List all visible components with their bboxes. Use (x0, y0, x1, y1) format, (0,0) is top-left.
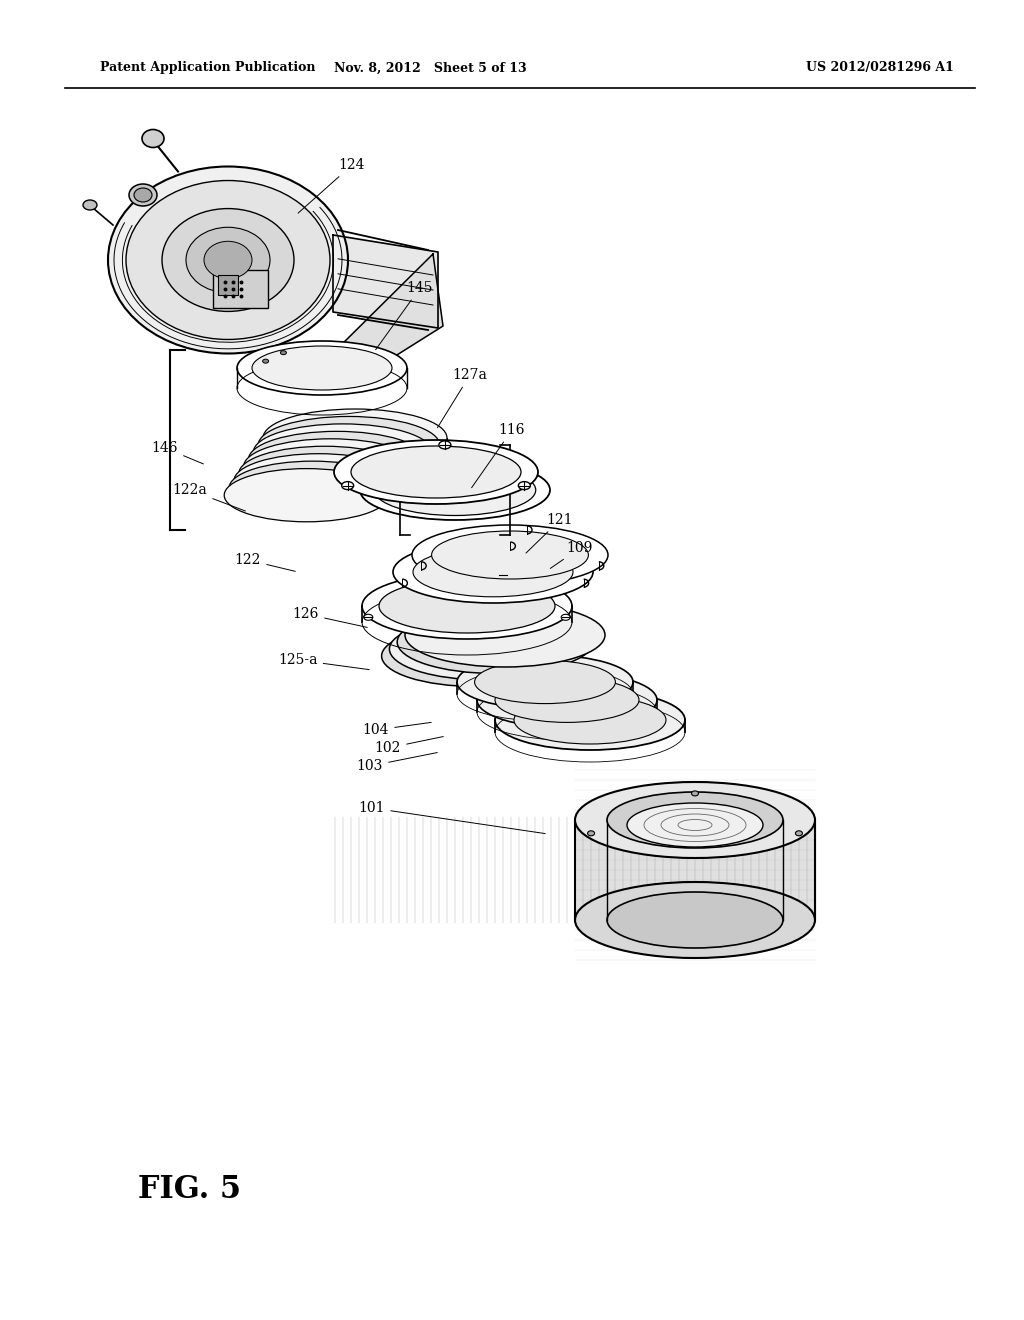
Ellipse shape (561, 614, 570, 620)
Text: Patent Application Publication: Patent Application Publication (100, 62, 315, 74)
Ellipse shape (413, 548, 573, 597)
Ellipse shape (204, 242, 252, 279)
Ellipse shape (263, 409, 447, 467)
Ellipse shape (607, 792, 783, 847)
Ellipse shape (588, 830, 595, 836)
Ellipse shape (134, 187, 152, 202)
Ellipse shape (389, 618, 582, 680)
Text: 103: 103 (356, 752, 437, 774)
Ellipse shape (575, 781, 815, 858)
Ellipse shape (281, 351, 287, 355)
FancyBboxPatch shape (213, 271, 268, 308)
Ellipse shape (514, 696, 666, 744)
Text: Nov. 8, 2012   Sheet 5 of 13: Nov. 8, 2012 Sheet 5 of 13 (334, 62, 526, 74)
Ellipse shape (397, 610, 593, 673)
Text: 104: 104 (362, 722, 431, 737)
Text: 121: 121 (526, 513, 573, 553)
Ellipse shape (379, 579, 555, 634)
Ellipse shape (691, 791, 698, 796)
Text: 101: 101 (358, 801, 545, 834)
Polygon shape (575, 820, 815, 920)
Text: 109: 109 (550, 541, 593, 569)
Ellipse shape (439, 441, 451, 449)
Ellipse shape (412, 525, 608, 585)
Ellipse shape (477, 672, 657, 729)
Polygon shape (328, 253, 443, 392)
Ellipse shape (457, 655, 633, 709)
Text: 145: 145 (376, 281, 433, 350)
Ellipse shape (162, 209, 294, 312)
Text: 116: 116 (472, 422, 525, 487)
Text: 127a: 127a (437, 368, 487, 428)
Ellipse shape (334, 440, 538, 504)
Ellipse shape (393, 541, 593, 603)
Ellipse shape (108, 166, 348, 354)
Ellipse shape (262, 359, 268, 363)
Ellipse shape (431, 531, 589, 579)
Ellipse shape (364, 614, 373, 620)
Ellipse shape (126, 181, 330, 339)
Ellipse shape (237, 341, 407, 395)
Ellipse shape (374, 465, 536, 516)
Ellipse shape (607, 892, 783, 948)
Ellipse shape (495, 677, 639, 722)
Ellipse shape (239, 446, 411, 502)
Ellipse shape (83, 201, 97, 210)
Text: 125-a: 125-a (279, 653, 370, 669)
Ellipse shape (499, 572, 508, 578)
Ellipse shape (406, 603, 605, 667)
Ellipse shape (627, 803, 763, 847)
Ellipse shape (249, 432, 425, 487)
Ellipse shape (474, 660, 615, 704)
Text: US 2012/0281296 A1: US 2012/0281296 A1 (806, 62, 954, 74)
Text: 146: 146 (152, 441, 204, 463)
Ellipse shape (342, 482, 353, 490)
Ellipse shape (253, 424, 432, 480)
Ellipse shape (186, 227, 270, 293)
Ellipse shape (575, 882, 815, 958)
FancyBboxPatch shape (218, 275, 238, 294)
Ellipse shape (362, 573, 572, 639)
Ellipse shape (252, 346, 392, 389)
Ellipse shape (244, 438, 418, 495)
Polygon shape (333, 235, 438, 327)
Text: 122: 122 (234, 553, 295, 572)
Ellipse shape (351, 446, 521, 498)
Ellipse shape (796, 830, 803, 836)
Ellipse shape (129, 183, 157, 206)
Ellipse shape (224, 469, 389, 521)
Ellipse shape (382, 626, 569, 686)
Ellipse shape (518, 482, 530, 490)
Ellipse shape (495, 690, 685, 750)
Ellipse shape (258, 416, 439, 474)
Text: FIG. 5: FIG. 5 (138, 1175, 241, 1205)
Text: 102: 102 (375, 737, 443, 755)
Ellipse shape (360, 459, 550, 520)
Text: 126: 126 (293, 607, 368, 627)
Text: 124: 124 (298, 158, 366, 213)
Ellipse shape (233, 454, 403, 508)
Text: 122a: 122a (173, 483, 246, 511)
Ellipse shape (229, 461, 396, 515)
Ellipse shape (142, 129, 164, 148)
